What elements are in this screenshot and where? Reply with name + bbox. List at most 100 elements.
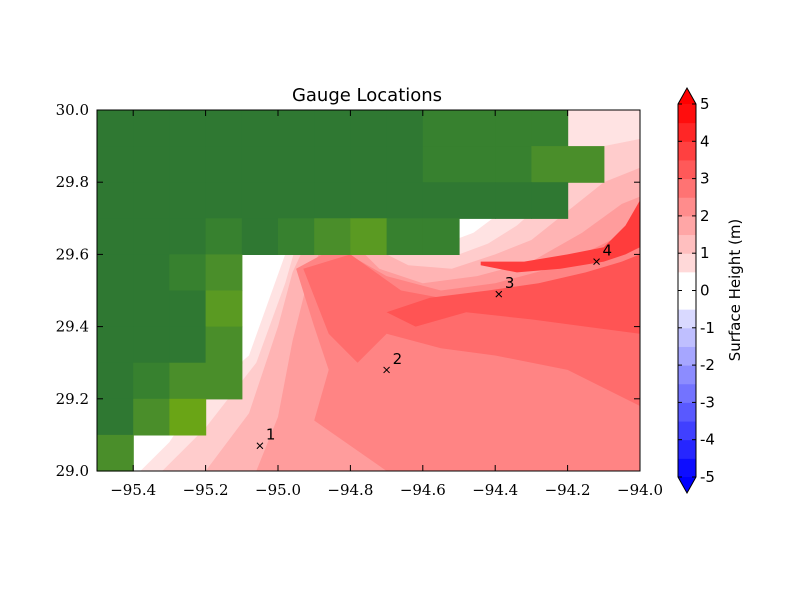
x-tick-label: −94.2: [545, 481, 591, 499]
colorbar-tick-label: 0: [700, 282, 710, 300]
y-tick-label: 29.6: [56, 245, 89, 263]
colorbar-band: [678, 439, 696, 459]
land-cell: [241, 146, 279, 183]
land-cell: [97, 218, 134, 255]
land-cell: [422, 110, 460, 147]
land-cell: [495, 146, 532, 183]
gauge-marker: [383, 366, 390, 374]
land-cell: [205, 326, 243, 364]
land-cell: [133, 218, 170, 255]
land-cell: [205, 218, 243, 255]
land-cell: [531, 146, 569, 183]
land-cell: [133, 326, 170, 364]
y-tick-label: 29.2: [56, 390, 89, 408]
land-cell: [205, 146, 243, 183]
gauge-label: 2: [393, 350, 403, 368]
land-cell: [169, 110, 207, 147]
colorbar-tick-label: 2: [700, 207, 710, 225]
land-cell: [97, 182, 134, 219]
land-cell: [386, 110, 424, 147]
land-cell: [350, 182, 388, 219]
x-tick-label: −94.6: [400, 481, 446, 499]
land-cell: [97, 362, 134, 400]
land-cell: [459, 110, 496, 147]
colorbar-band: [678, 141, 696, 161]
colorbar-band: [678, 290, 696, 310]
x-axis: −95.4 −95.2 −95.0 −94.8 −94.6 −94.4 −94.2 −94.0: [110, 110, 663, 499]
colorbar-extend-bottom: [678, 477, 696, 493]
gauge-label: 4: [603, 242, 613, 260]
colorbar-tick-label: -4: [700, 431, 715, 449]
land-cell: [169, 218, 207, 255]
x-tick-label: −95.0: [255, 481, 301, 499]
land-cell: [241, 110, 279, 147]
plot-area: 1 2 3 4: [96, 109, 641, 472]
colorbar-band: [678, 327, 696, 347]
land-cell: [205, 110, 243, 147]
colorbar-tick-label: 4: [700, 132, 710, 150]
land-cell: [386, 182, 424, 219]
land-cell: [205, 290, 243, 328]
colorbar-label: Surface Height (m): [726, 219, 744, 362]
x-tick-label: −95.2: [183, 481, 229, 499]
colorbar-band: [678, 122, 696, 142]
land-cell: [386, 146, 424, 183]
land-cell: [169, 326, 207, 364]
gauge-marker: [256, 442, 264, 450]
land-cell: [350, 146, 388, 183]
colorbar-band: [678, 458, 696, 478]
colorbar-band: [678, 383, 696, 403]
gauge-3: 3: [495, 274, 514, 298]
land-cell: [278, 110, 315, 147]
colorbar-band: [678, 253, 696, 273]
land-cell: [531, 182, 569, 219]
land-cell: [314, 218, 351, 255]
land-cell: [133, 254, 170, 292]
land-cell: [278, 182, 315, 219]
chart-title: Gauge Locations: [292, 85, 442, 106]
gauge-1: 1: [256, 426, 275, 450]
land-cell: [97, 254, 134, 292]
land-topography-cells: [97, 110, 605, 472]
colorbar-tick-label: -3: [700, 393, 715, 411]
colorbar-ticks: 5 4 3 2 1 0 -1 -2 -3 -4 -5: [678, 95, 715, 486]
colorbar-band: [678, 215, 696, 236]
land-cell: [169, 182, 207, 219]
gauge-marker: [495, 290, 503, 298]
colorbar-tick-label: 1: [700, 244, 710, 262]
colorbar-tick-label: -2: [700, 356, 715, 374]
land-cell: [422, 218, 460, 255]
gauge-4: 4: [593, 242, 613, 265]
land-cell: [97, 434, 134, 472]
colorbar-band: [678, 197, 696, 217]
land-cell: [133, 110, 170, 147]
colorbar-tick-label: -1: [700, 319, 715, 337]
y-tick-label: 29.0: [56, 462, 89, 480]
land-cell: [97, 110, 134, 147]
land-cell: [314, 182, 351, 219]
plot-frame: [96, 109, 641, 472]
colorbar-tick-label: 3: [700, 170, 710, 188]
land-cell: [205, 362, 243, 400]
gauge-2: 2: [383, 350, 403, 374]
colorbar-band: [678, 365, 696, 385]
colorbar-extend-top: [678, 88, 696, 104]
land-cell: [314, 110, 351, 147]
land-cell: [205, 182, 243, 219]
land-cell: [495, 182, 532, 219]
colorbar-band: [678, 234, 696, 254]
land-cell: [169, 254, 207, 292]
surface-contour-7: [386, 254, 640, 334]
land-cell: [205, 254, 243, 292]
land-cell: [133, 290, 170, 328]
land-cell: [350, 218, 388, 255]
land-cell: [169, 290, 207, 328]
land-cell: [169, 362, 207, 400]
land-cell: [567, 146, 605, 183]
land-cell: [531, 110, 569, 147]
x-tick-label: −94.4: [472, 481, 518, 499]
land-cell: [241, 218, 279, 255]
land-cell: [495, 110, 532, 147]
x-tick-label: −95.4: [110, 481, 156, 499]
